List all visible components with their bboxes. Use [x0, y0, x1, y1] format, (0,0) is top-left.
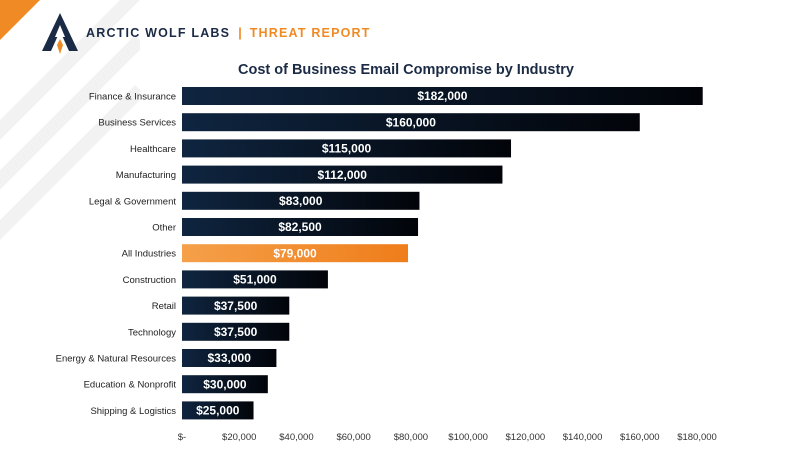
category-label-energy-and-natural-resources: Energy & Natural Resources: [56, 354, 177, 365]
orange-corner-accent: [0, 0, 40, 40]
x-tick-label: $100,000: [448, 432, 488, 443]
category-label-manufacturing: Manufacturing: [116, 170, 176, 181]
category-label-business-services: Business Services: [98, 118, 176, 129]
report-header: ARCTIC WOLF LABS | THREAT REPORT: [40, 8, 371, 58]
report-name: THREAT REPORT: [249, 26, 371, 40]
bar-all-industries: [182, 244, 409, 263]
bar-energy-and-natural-resources: [182, 349, 277, 367]
data-label-shipping-and-logistics: $25,000: [196, 404, 240, 418]
category-label-legal-and-government: Legal & Government: [89, 196, 176, 207]
x-tick-label: $180,000: [677, 432, 717, 443]
x-tick-label: $120,000: [506, 432, 546, 443]
bar-retail: [182, 296, 290, 315]
header-separator: |: [238, 26, 242, 40]
data-label-retail: $37,500: [214, 299, 258, 313]
data-label-all-industries: $79,000: [273, 246, 317, 260]
bars-group: $182,000 $160,000 $115,000 $112,000 $83,000 $…: [182, 87, 703, 420]
data-label-manufacturing: $112,000: [318, 168, 368, 182]
data-label-technology: $37,500: [214, 325, 258, 339]
x-tick-label: $80,000: [394, 432, 428, 443]
bar-other: [182, 218, 419, 236]
category-label-education-and-nonprofit: Education & Nonprofit: [84, 380, 177, 391]
x-tick-label: $160,000: [620, 432, 660, 443]
category-label-technology: Technology: [128, 327, 176, 338]
category-label-shipping-and-logistics: Shipping & Logistics: [90, 406, 176, 417]
data-label-energy-and-natural-resources: $33,000: [208, 351, 252, 365]
bar-healthcare: [182, 139, 512, 158]
brand-name: ARCTIC WOLF LABS: [86, 26, 231, 40]
data-label-business-services: $160,000: [386, 115, 436, 129]
bar-construction: [182, 270, 328, 289]
x-tick-label: $-: [178, 432, 186, 443]
category-label-other: Other: [152, 223, 176, 234]
x-tick-label: $40,000: [279, 432, 313, 443]
bar-technology: [182, 322, 290, 341]
category-label-construction: Construction: [123, 275, 176, 286]
x-tick-label: $60,000: [336, 432, 370, 443]
category-label-all-industries: All Industries: [122, 249, 177, 260]
bar-finance-and-insurance: [182, 87, 703, 105]
x-tick-label: $140,000: [563, 432, 603, 443]
bar-education-and-nonprofit: [182, 375, 268, 394]
category-label-healthcare: Healthcare: [130, 144, 176, 155]
bar-legal-and-government: [182, 191, 420, 210]
data-label-construction: $51,000: [233, 273, 277, 287]
data-label-education-and-nonprofit: $30,000: [203, 377, 247, 391]
data-label-healthcare: $115,000: [322, 142, 372, 156]
bar-business-services: [182, 113, 640, 132]
data-label-finance-and-insurance: $182,000: [417, 89, 467, 103]
data-label-legal-and-government: $83,000: [279, 194, 323, 208]
chart-title: Cost of Business Email Compromise by Ind…: [238, 62, 574, 78]
decorative-stripes: [0, 0, 140, 240]
data-label-other: $82,500: [278, 220, 322, 234]
arctic-wolf-logo-icon: [42, 13, 78, 54]
x-axis-ticks-group: $- $20,000 $40,000 $60,000 $80,000 $100,000 $1…: [178, 432, 717, 443]
category-labels-group: Finance & Insurance Business Services Heal…: [56, 92, 177, 417]
category-label-finance-and-insurance: Finance & Insurance: [89, 92, 176, 103]
bar-manufacturing: [182, 165, 503, 184]
bar-shipping-and-logistics: [182, 401, 254, 420]
x-tick-label: $20,000: [222, 432, 256, 443]
category-label-retail: Retail: [152, 301, 176, 312]
